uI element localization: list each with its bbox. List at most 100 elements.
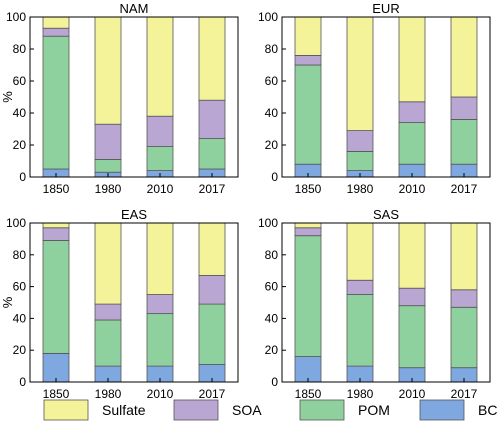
panel-eur: 1850 1980 2010 2017 0 20 40 60 80 100 EUR [258,1,491,196]
bar-eas-2010-pom [146,313,174,367]
panel-title: EAS [121,207,147,222]
bar-sas-1980-pom [346,294,374,367]
bar-eur-1850-sulfate [294,16,322,56]
x-tick-label: 1980 [347,387,374,401]
panel-sas: 1850 1980 2010 2017 0 20 40 60 80 100 SAS [258,207,491,401]
x-tick-label: 1850 [295,182,322,196]
bar-eas-2010-sulfate [146,222,174,295]
bar-eas-1980-sulfate [94,222,122,305]
bar-nam-2010-sulfate [146,16,174,117]
legend-label-bc: BC [478,402,497,418]
x-tick-label: 1850 [43,182,70,196]
bar-eur-1980-pom [346,150,374,171]
bar-eur-2010-soa [398,101,426,124]
bar-eas-2010-soa [146,294,174,315]
plot-frame [281,16,491,178]
y-axis-label: % [0,91,15,103]
bar-eas-2017-soa [198,275,226,305]
bar-nam-2017-sulfate [198,16,226,101]
bar-eur-1980-soa [346,130,374,152]
y-tick-label: 100 [258,10,278,24]
bar-sas-2010-sulfate [398,222,426,289]
y-tick-label: 40 [265,311,279,325]
bar-nam-1850-pom [42,35,70,170]
bar-eur-1850-pom [294,64,322,165]
x-tick-label: 2010 [399,387,426,401]
bar-eas-1850-pom [42,240,70,354]
y-tick-label: 0 [19,375,26,389]
bar-nam-2010-pom [146,146,174,172]
bar-eas-2017-sulfate [198,222,226,276]
bar-eas-1980-pom [94,319,122,367]
bar-nam-2017-pom [198,138,226,170]
bar-eur-2017-pom [450,119,478,165]
x-tick-label: 2010 [399,182,426,196]
bar-sas-2017-sulfate [450,222,478,291]
y-tick-label: 0 [19,170,26,184]
bar-sas-1850-pom [294,235,322,357]
y-tick-label: 80 [13,42,27,56]
y-tick-label: 80 [13,248,27,262]
y-tick-label: 100 [6,10,26,24]
bar-eur-2010-sulfate [398,16,426,103]
x-tick-label: 2010 [147,182,174,196]
bar-sas-1980-sulfate [346,222,374,281]
y-tick-label: 40 [13,311,27,325]
bar-nam-1850-soa [42,27,70,37]
bar-eas-1850-bc [42,352,70,383]
y-tick-label: 0 [271,170,278,184]
x-tick-label: 2017 [199,182,226,196]
bar-eur-1850-soa [294,55,322,66]
x-tick-label: 1850 [295,387,322,401]
panel-nam: 1850 1980 2010 2017 0 20 40 60 80 100 NAM% [0,1,239,196]
legend-label-sulfate: Sulfate [102,402,146,418]
y-tick-label: 100 [6,216,26,230]
bar-sas-2010-pom [398,305,426,369]
y-tick-label: 80 [265,248,279,262]
bar-nam-1980-soa [94,123,122,160]
legend-swatch-sulfate [43,399,89,421]
panel-title: NAM [120,1,149,16]
y-tick-label: 40 [265,106,279,120]
y-tick-label: 20 [265,138,279,152]
y-tick-label: 60 [13,74,27,88]
y-tick-label: 40 [13,106,27,120]
y-tick-label: 20 [13,343,27,357]
panel-title: EUR [372,1,399,16]
plot-frame [29,16,239,178]
y-tick-label: 100 [258,216,278,230]
y-axis-label: % [0,296,15,308]
x-tick-label: 2017 [199,387,226,401]
x-tick-label: 1980 [347,182,374,196]
x-tick-label: 2017 [451,387,478,401]
legend-label-pom: POM [358,402,390,418]
bar-sas-2010-soa [398,287,426,307]
bar-sas-1850-sulfate [294,222,322,229]
bar-sas-1980-soa [346,279,374,295]
x-tick-label: 1980 [95,387,122,401]
y-tick-label: 20 [13,138,27,152]
x-tick-label: 2017 [451,182,478,196]
bar-eas-1850-soa [42,227,70,241]
bar-eur-2017-soa [450,96,478,120]
y-tick-label: 60 [265,74,279,88]
bar-sas-1850-soa [294,227,322,237]
bar-nam-2017-soa [198,99,226,139]
y-tick-label: 80 [265,42,279,56]
legend-label-soa: SOA [232,402,262,418]
x-tick-label: 1850 [43,387,70,401]
plot-frame [281,222,491,383]
panel-eas: 1850 1980 2010 2017 0 20 40 60 80 100 EAS% [0,207,239,401]
legend-swatch-bc [419,399,465,421]
y-tick-label: 0 [271,375,278,389]
x-tick-label: 2010 [147,387,174,401]
y-tick-label: 60 [265,280,279,294]
legend-swatch-pom [299,399,345,421]
bar-eur-2010-pom [398,122,426,165]
panel-title: SAS [373,207,399,222]
bar-nam-1980-sulfate [94,16,122,125]
bar-sas-2017-soa [450,289,478,308]
y-tick-label: 60 [13,280,27,294]
bar-eas-1980-soa [94,303,122,321]
